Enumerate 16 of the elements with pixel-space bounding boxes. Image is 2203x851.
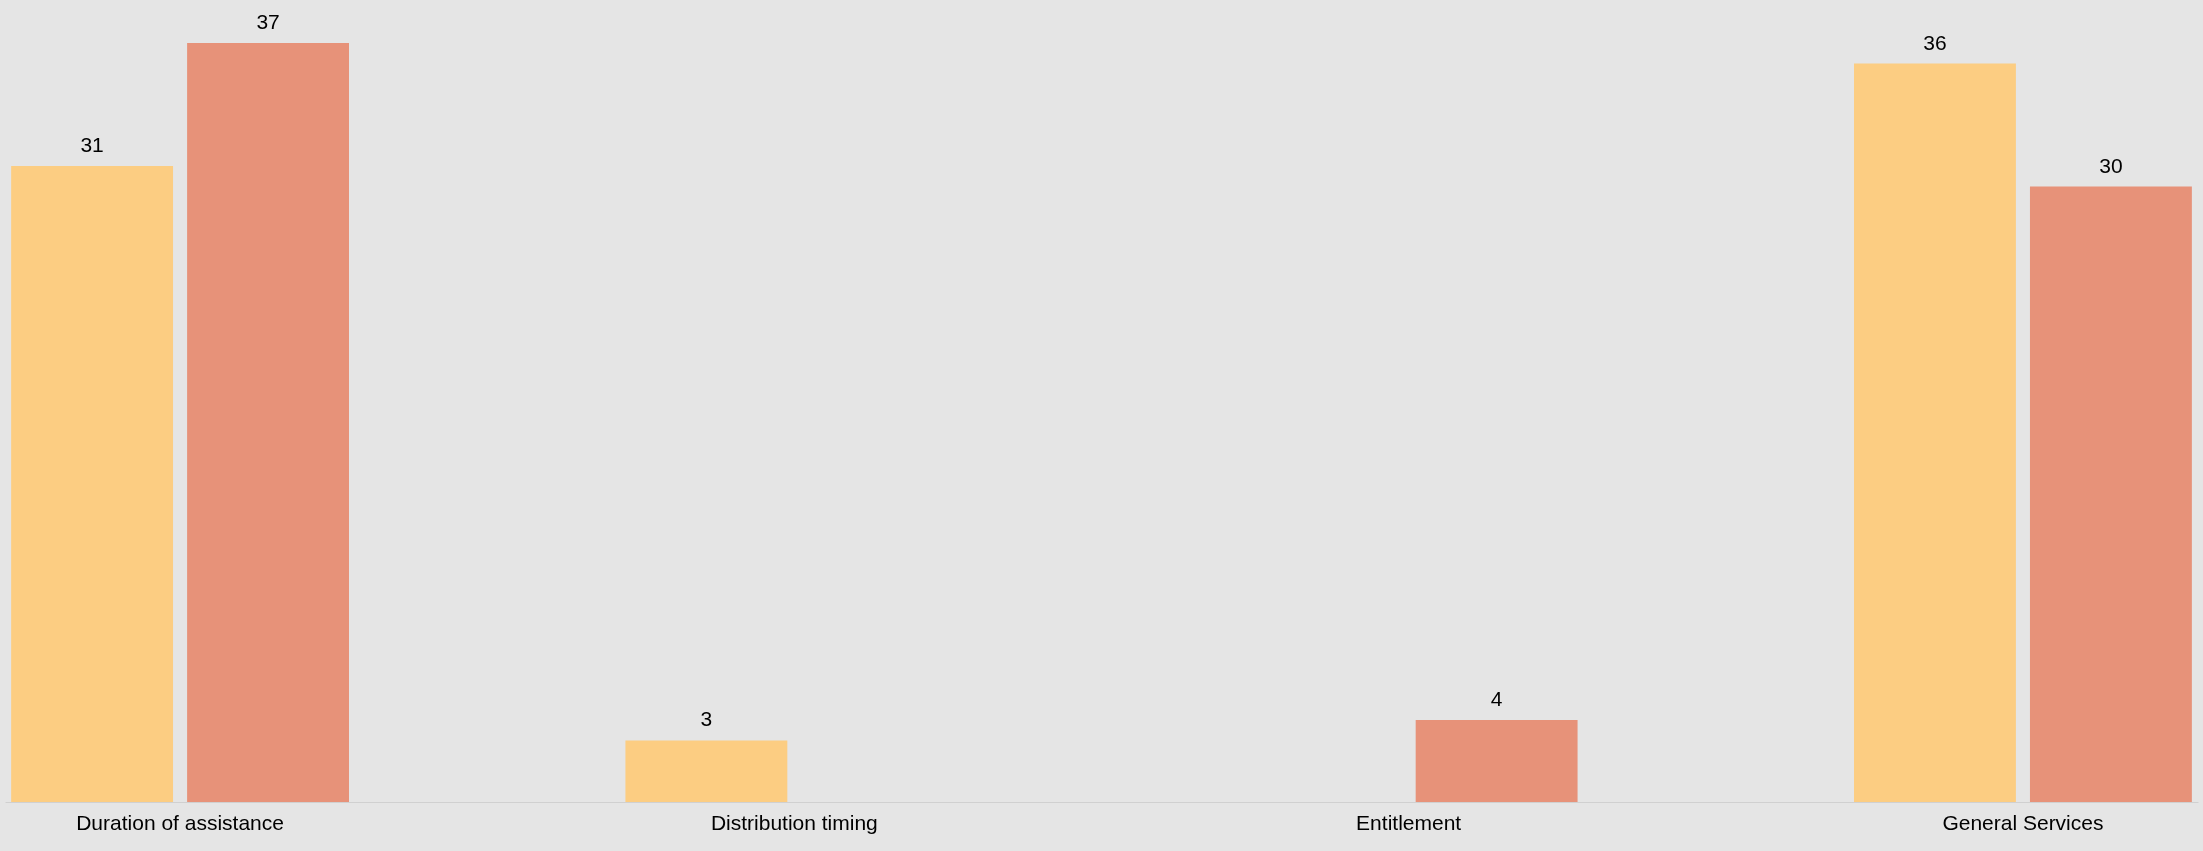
data-label: 30	[2099, 153, 2123, 177]
bar	[2029, 186, 2192, 802]
x-tick-label: General Services	[1942, 810, 2104, 834]
data-label: 36	[1923, 30, 1947, 54]
x-tick-label: Entitlement	[1356, 810, 1462, 834]
x-tick-label: Distribution timing	[710, 810, 878, 834]
data-label: 4	[1490, 686, 1503, 710]
bar	[187, 43, 349, 802]
data-label: 31	[80, 133, 104, 157]
data-label: 37	[256, 10, 280, 33]
x-tick-label: Duration of assistance	[76, 810, 284, 834]
bar	[1415, 719, 1578, 802]
bar	[11, 166, 174, 802]
bar	[1854, 63, 2016, 802]
data-label: 3	[700, 707, 713, 731]
bar	[625, 740, 788, 802]
